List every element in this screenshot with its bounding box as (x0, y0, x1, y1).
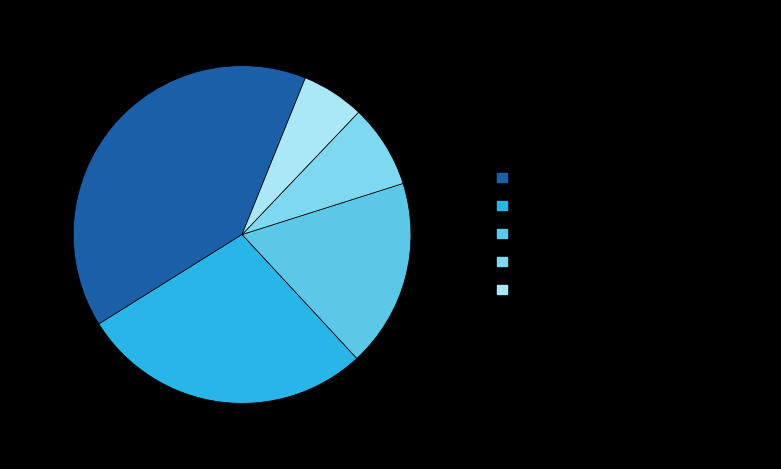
Wedge shape (99, 234, 357, 403)
Wedge shape (242, 183, 411, 358)
Legend: Slice1, Slice2, Slice3, Slice4, Slice5: Slice1, Slice2, Slice3, Slice4, Slice5 (490, 166, 557, 303)
Wedge shape (242, 112, 403, 234)
Wedge shape (242, 78, 358, 234)
Wedge shape (73, 66, 305, 324)
